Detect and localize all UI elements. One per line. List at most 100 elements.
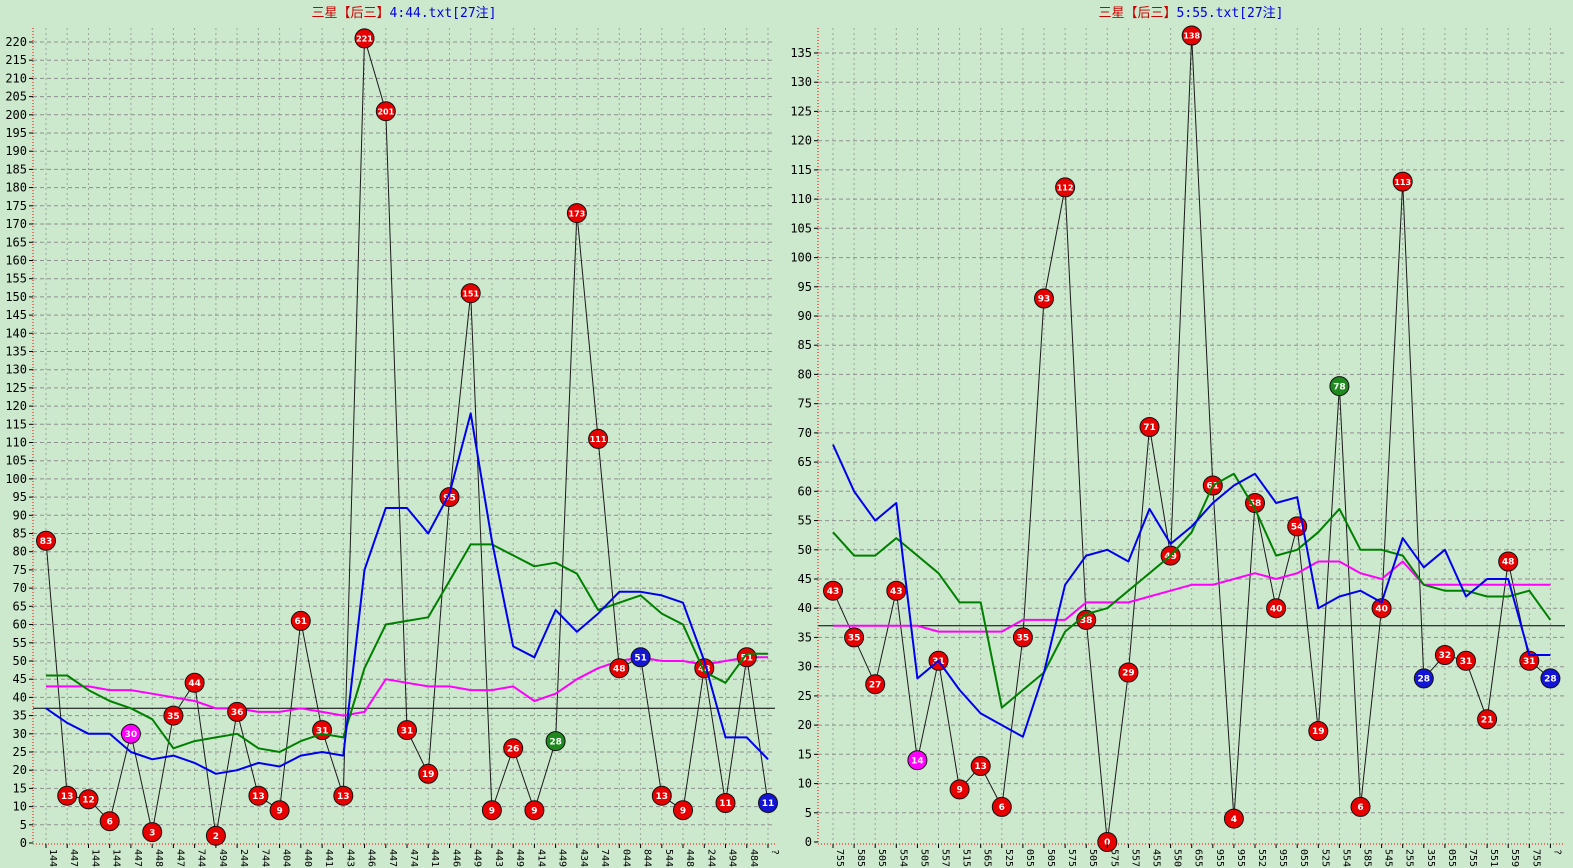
data-point: 71 <box>1139 417 1160 437</box>
data-point-value: 51 <box>741 654 754 664</box>
x-tick-label: 655 <box>1193 849 1204 867</box>
data-point: 58 <box>1245 493 1265 513</box>
data-point-value: 13 <box>337 792 350 802</box>
x-tick-label: 449 <box>472 849 483 867</box>
x-tick-label: 955 <box>1277 849 1288 867</box>
data-point-circle <box>1223 808 1244 829</box>
y-tick-label: 55 <box>13 636 27 650</box>
data-point-value: 151 <box>462 289 479 298</box>
y-tick-label: 75 <box>798 397 812 411</box>
x-tick-label: 055 <box>1024 849 1035 867</box>
ma-line-green <box>832 472 1552 709</box>
x-tick-label: 505 <box>876 849 887 867</box>
y-tick-label: 100 <box>790 251 812 265</box>
data-point-value: 6 <box>1357 803 1363 813</box>
data-point-value: 13 <box>61 792 74 802</box>
x-tick-label: 440 <box>302 849 313 867</box>
x-tick-label: 505 <box>1087 849 1098 867</box>
x-tick-label: 355 <box>1425 849 1436 867</box>
x-tick-label: 515 <box>961 849 972 867</box>
data-point: 9 <box>949 779 970 800</box>
x-tick-label: 448 <box>684 849 695 867</box>
data-point-circle <box>609 658 630 679</box>
x-tick-label: 447 <box>68 849 79 867</box>
x-tick-label: 447 <box>132 849 143 867</box>
x-tick-label: 443 <box>344 849 355 867</box>
data-point-circle <box>949 779 970 800</box>
x-tick-label: 552 <box>1256 849 1267 867</box>
data-point-value: 13 <box>974 762 987 772</box>
data-point-circle <box>99 811 120 832</box>
x-tick-label: 744 <box>259 849 270 867</box>
y-tick-label: 160 <box>5 254 27 268</box>
data-point: 2 <box>205 825 226 846</box>
chart-title-right-category: 三星【后三】 <box>1098 6 1177 21</box>
y-tick-label: 95 <box>13 490 27 504</box>
data-point-value: 31 <box>316 726 329 736</box>
x-tick-label: 055 <box>1446 849 1457 867</box>
y-tick-label: 40 <box>798 601 812 615</box>
data-point-circle <box>503 738 524 759</box>
y-tick-label: 140 <box>5 326 27 340</box>
x-tick-label: 955 <box>1214 849 1225 867</box>
x-tick-label: 244 <box>705 849 716 867</box>
y-tick-label: 30 <box>13 727 27 741</box>
x-tick-label: ? <box>1551 849 1562 855</box>
x-tick-label: 585 <box>1362 849 1373 867</box>
data-point: 28 <box>1413 668 1434 689</box>
y-tick-label: 25 <box>13 745 27 759</box>
data-point-value: 19 <box>1312 727 1325 737</box>
y-tick-label: 45 <box>13 672 27 686</box>
x-tick-label: 550 <box>1172 849 1183 867</box>
data-point-circle <box>57 785 78 806</box>
data-point-circle <box>844 627 865 648</box>
y-tick-label: 10 <box>798 777 812 791</box>
x-tick-label: 544 <box>663 849 674 867</box>
y-tick-label: 130 <box>790 75 812 89</box>
y-tick-label: 135 <box>790 46 812 60</box>
data-point: 48 <box>609 658 630 679</box>
data-point-circle <box>1434 645 1455 665</box>
x-tick-label: 144 <box>111 849 122 867</box>
ma-line-magenta <box>833 560 1551 633</box>
data-point-circle <box>375 101 396 122</box>
x-tick-label: 551 <box>1488 849 1499 867</box>
y-tick-label: 0 <box>20 836 27 850</box>
data-point-value: 113 <box>1394 178 1411 187</box>
data-point: 35 <box>1012 627 1033 648</box>
data-point: 151 <box>460 283 481 304</box>
data-point-value: 12 <box>82 796 95 806</box>
data-point-value: 35 <box>848 634 861 644</box>
y-tick-label: 195 <box>5 126 27 140</box>
y-tick-label: 125 <box>5 381 27 395</box>
x-tick-label: 494 <box>727 849 738 867</box>
y-tick-label: 70 <box>13 581 27 595</box>
data-point-circle <box>227 701 248 722</box>
data-point-circle <box>1034 288 1054 309</box>
y-tick-label: 5 <box>805 806 812 820</box>
y-tick-label: 50 <box>13 654 27 668</box>
data-point: 43 <box>823 580 843 601</box>
data-point: 83 <box>36 530 56 551</box>
data-point-value: 35 <box>1017 634 1030 644</box>
data-point-circle <box>418 763 439 784</box>
x-tick-label: 448 <box>153 849 164 867</box>
x-tick-label: 505 <box>1045 849 1056 867</box>
y-tick-label: 205 <box>5 90 27 104</box>
data-point: 111 <box>588 428 609 449</box>
data-point-circle <box>673 800 693 821</box>
y-tick-label: 130 <box>5 363 27 377</box>
data-point: 9 <box>524 800 545 821</box>
y-tick-label: 70 <box>798 426 812 440</box>
data-point-value: 173 <box>569 209 586 218</box>
x-tick-label: 559 <box>1509 849 1520 867</box>
data-point-circle <box>354 28 375 49</box>
data-point-value: 43 <box>827 587 840 597</box>
x-tick-label: 443 <box>493 849 504 867</box>
y-tick-label: 175 <box>5 199 27 213</box>
data-point: 51 <box>736 647 757 668</box>
x-tick-label: 554 <box>1340 849 1351 867</box>
data-point-circle <box>78 789 99 810</box>
y-tick-label: 95 <box>798 280 812 294</box>
y-tick-label: 85 <box>13 527 27 541</box>
